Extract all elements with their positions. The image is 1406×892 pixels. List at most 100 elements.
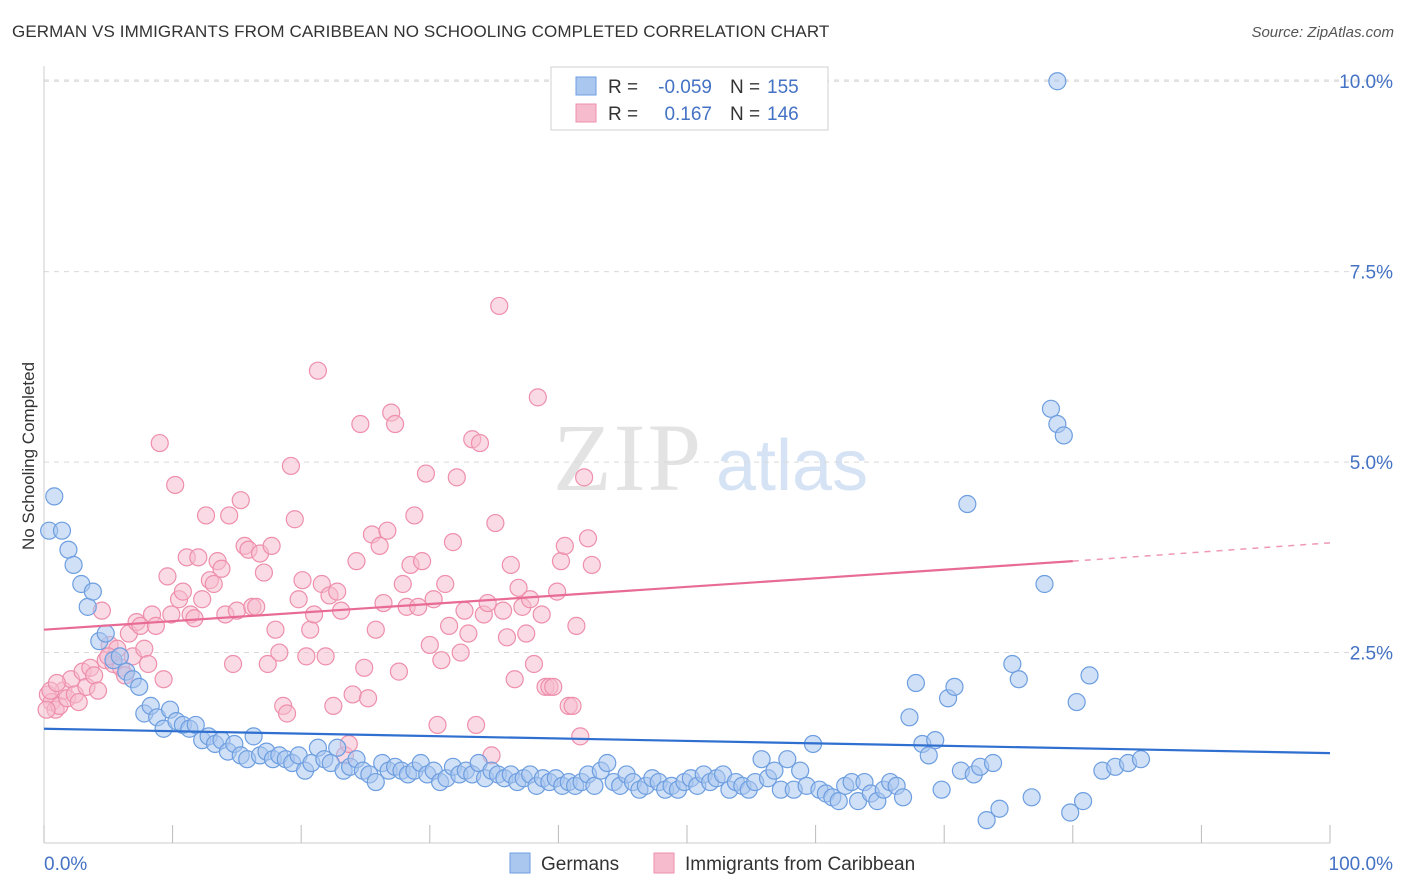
legend-n-label-germans: N = — [730, 77, 760, 98]
german-point — [45, 487, 64, 506]
caribbean-point — [196, 506, 216, 525]
legend-swatch-germans — [575, 76, 597, 96]
caribbean-point — [555, 536, 574, 556]
german-point — [1048, 72, 1067, 91]
caribbean-point — [575, 468, 594, 487]
german-point — [96, 624, 115, 643]
legend-r-value-germans: -0.059 — [658, 77, 712, 98]
caribbean-point — [389, 662, 409, 681]
caribbean-point — [528, 388, 547, 407]
legend-n-value-caribbean: 146 — [767, 104, 799, 125]
caribbean-point — [297, 647, 316, 666]
caribbean-point — [293, 571, 312, 590]
german-point — [778, 750, 797, 769]
caribbean-point — [459, 624, 478, 643]
german-point — [186, 715, 205, 735]
watermark-atlas: atlas — [716, 426, 868, 506]
caribbean-point — [505, 670, 524, 689]
caribbean-point — [420, 635, 439, 655]
caribbean-point — [432, 651, 451, 670]
caribbean-point — [173, 582, 192, 601]
german-point — [926, 731, 945, 750]
german-point — [244, 727, 263, 746]
caribbean-point — [343, 685, 362, 704]
german-point — [1054, 426, 1073, 445]
caribbean-point — [139, 654, 158, 674]
caribbean-point — [351, 414, 370, 434]
caribbean-point — [135, 639, 154, 658]
x-tick-label-max: 100.0% — [1329, 854, 1394, 875]
german-point — [1131, 750, 1151, 769]
caribbean-point — [451, 643, 470, 662]
caribbean-point — [532, 605, 551, 624]
caribbean-point — [304, 605, 324, 624]
caribbean-point — [582, 555, 601, 575]
caribbean-point — [254, 563, 274, 582]
german-point — [906, 673, 926, 693]
caribbean-point — [88, 681, 108, 700]
legend-r-label-caribbean: R = — [608, 104, 638, 125]
caribbean-point — [524, 654, 544, 674]
caribbean-point — [544, 677, 563, 696]
caribbean-point — [521, 590, 540, 609]
legend-swatch-caribbean — [575, 103, 597, 123]
legend-n-label-caribbean: N = — [730, 104, 760, 125]
caribbean-point — [486, 513, 505, 533]
german-point — [900, 708, 919, 727]
legend-bottom-swatch-caribbean — [653, 852, 675, 874]
german-point — [1009, 670, 1028, 689]
german-point — [83, 582, 102, 601]
german-point — [932, 780, 951, 799]
german-point — [59, 540, 78, 559]
caribbean-point — [281, 456, 301, 476]
german-point — [328, 738, 347, 757]
german-point — [977, 811, 996, 830]
caribbean-point — [509, 578, 528, 597]
caribbean-point — [154, 670, 173, 689]
caribbean-point — [563, 696, 582, 715]
caribbean-point — [158, 567, 177, 586]
caribbean-point — [247, 597, 266, 616]
caribbean-point — [220, 506, 239, 525]
caribbean-point — [270, 643, 289, 662]
german-point — [919, 746, 938, 765]
german-point — [1041, 399, 1061, 418]
y-tick-label: 10.0% — [1339, 72, 1393, 93]
german-point — [1035, 574, 1054, 594]
series-legend: Germans Immigrants from Caribbean — [509, 852, 915, 875]
caribbean-point — [447, 468, 466, 487]
caribbean-point — [212, 559, 231, 578]
caribbean-point — [189, 548, 208, 567]
y-tick-label: 5.0% — [1350, 453, 1393, 474]
german-point — [64, 555, 83, 575]
caribbean-point — [436, 574, 455, 594]
german-point — [1003, 654, 1022, 674]
x-tick-label-min: 0.0% — [44, 854, 87, 875]
caribbean-point — [289, 590, 308, 609]
series-caribbean-points — [37, 296, 601, 765]
series-germans-points — [40, 72, 1151, 830]
caribbean-point — [571, 727, 590, 746]
caribbean-point — [262, 536, 281, 556]
german-point — [983, 753, 1003, 773]
caribbean-point — [494, 601, 513, 620]
caribbean-point — [497, 628, 517, 647]
caribbean-point — [405, 506, 424, 525]
caribbean-point — [308, 361, 328, 380]
caribbean-point — [231, 491, 250, 510]
legend-r-value-caribbean: 0.167 — [664, 104, 712, 125]
caribbean-point — [150, 433, 169, 453]
german-point — [1067, 692, 1086, 712]
german-point — [1061, 803, 1080, 822]
german-point — [958, 494, 977, 514]
caribbean-point — [393, 574, 412, 594]
caribbean-point — [223, 654, 243, 674]
caribbean-point — [490, 296, 509, 316]
caribbean-point — [204, 574, 223, 594]
german-point — [130, 677, 149, 696]
german-point — [52, 521, 72, 540]
caribbean-point — [439, 616, 459, 635]
caribbean-point — [316, 647, 335, 666]
legend-bottom-swatch-germans — [509, 852, 531, 874]
